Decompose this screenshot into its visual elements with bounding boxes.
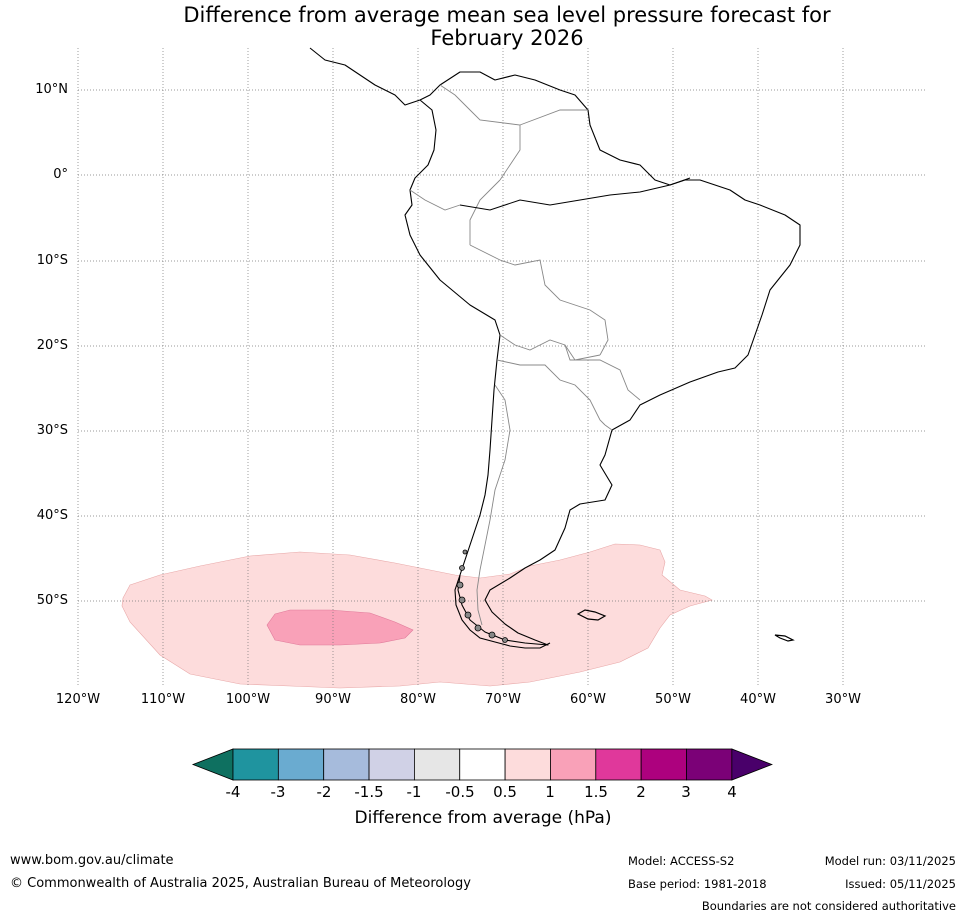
lat-label-40S: 40°S <box>36 508 68 523</box>
lon-label-50W: 50°W <box>655 692 691 707</box>
amazon-river <box>459 177 691 211</box>
colorbar-tick: -0.5 <box>445 783 475 801</box>
lon-label-30W: 30°W <box>825 692 861 707</box>
colorbar-tick: 2 <box>636 783 646 801</box>
lat-label-20S: 20°S <box>36 338 68 353</box>
southern-tip-coast <box>454 574 551 649</box>
anomaly-region-1-1.5 <box>266 609 414 646</box>
lat-label-10S: 10°S <box>36 253 68 268</box>
colorbar-tick: -3 <box>270 783 286 801</box>
lon-label-40W: 40°W <box>740 692 776 707</box>
lat-label-30S: 30°S <box>36 423 68 438</box>
model-name: Model: ACCESS-S2 <box>628 854 735 868</box>
colorbar-tick: -1 <box>406 783 422 801</box>
issued-date: Issued: 05/11/2025 <box>845 877 956 891</box>
colorbar-segment <box>550 748 597 781</box>
colorbar-tick: -4 <box>225 783 241 801</box>
lon-label-70W: 70°W <box>485 692 521 707</box>
lat-label-0: 0° <box>53 167 68 182</box>
base-period: Base period: 1981-2018 <box>628 877 767 891</box>
title-line-2: February 2026 <box>430 26 584 50</box>
lon-label-110W: 110°W <box>140 692 186 707</box>
colorbar-segment <box>323 748 370 781</box>
colorbar-segment <box>368 748 415 781</box>
south-america-coastline <box>309 47 801 646</box>
lon-label-90W: 90°W <box>315 692 351 707</box>
colorbar-segment <box>640 748 687 781</box>
lat-label-10N: 10°N <box>35 82 68 97</box>
colorbar-tick: 4 <box>727 783 737 801</box>
colorbar-segment <box>459 748 506 781</box>
lon-label-60W: 60°W <box>570 692 606 707</box>
model-run-date: Model run: 03/11/2025 <box>824 854 956 868</box>
lon-label-100W: 100°W <box>225 692 271 707</box>
colorbar-segment <box>413 748 461 781</box>
colorbar-segment <box>504 748 551 781</box>
copyright-text: © Commonwealth of Australia 2025, Austra… <box>10 876 471 891</box>
falkland-islands <box>576 609 607 621</box>
colorbar-tick: 0.5 <box>493 783 517 801</box>
colorbar-segment <box>277 748 325 781</box>
colorbar-tick: 1.5 <box>584 783 608 801</box>
colorbar-segment <box>686 748 733 781</box>
anomaly-region-0.5-1 <box>121 543 713 689</box>
lon-label-120W: 120°W <box>55 692 101 707</box>
colorbar-segment <box>232 748 279 781</box>
map-title: Difference from average mean sea level p… <box>0 4 965 50</box>
colorbar-tick: 3 <box>681 783 691 801</box>
colorbar-segment <box>595 748 642 781</box>
website-link: www.bom.gov.au/climate <box>10 853 174 868</box>
lon-label-80W: 80°W <box>400 692 436 707</box>
chile-archipelago <box>456 549 508 643</box>
colorbar-arrow-low <box>191 748 234 781</box>
lat-label-50S: 50°S <box>36 593 68 608</box>
boundaries-disclaimer: Boundaries are not considered authoritat… <box>701 899 956 913</box>
colorbar-tick: -2 <box>316 783 332 801</box>
colorbar-title: Difference from average (hPa) <box>354 808 612 828</box>
colorbar-arrow-high <box>731 748 773 781</box>
colorbar-tick: 1 <box>545 783 555 801</box>
country-borders <box>409 84 641 626</box>
south-georgia <box>774 634 795 642</box>
colorbar-tick: -1.5 <box>354 783 384 801</box>
title-line-1: Difference from average mean sea level p… <box>183 3 831 27</box>
